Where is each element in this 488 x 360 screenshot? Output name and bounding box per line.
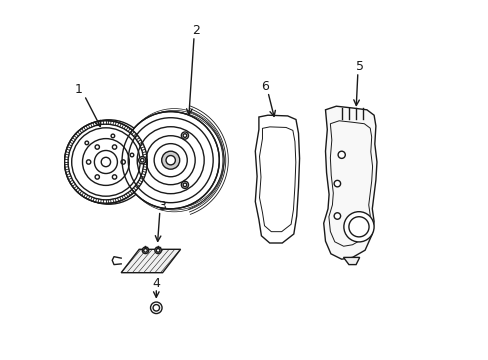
- Text: 6: 6: [261, 80, 269, 93]
- Circle shape: [153, 305, 159, 311]
- Circle shape: [86, 160, 91, 164]
- Circle shape: [130, 153, 134, 157]
- Circle shape: [95, 145, 99, 149]
- Circle shape: [139, 157, 145, 164]
- Circle shape: [333, 180, 340, 187]
- Circle shape: [85, 141, 88, 145]
- Circle shape: [333, 213, 340, 219]
- Circle shape: [142, 247, 148, 253]
- Circle shape: [143, 248, 147, 252]
- Circle shape: [122, 112, 219, 209]
- Text: 2: 2: [192, 24, 200, 37]
- Circle shape: [112, 145, 117, 149]
- Circle shape: [101, 157, 110, 167]
- Polygon shape: [121, 249, 180, 273]
- Circle shape: [121, 160, 125, 164]
- Circle shape: [183, 134, 186, 138]
- Circle shape: [183, 183, 186, 186]
- Circle shape: [156, 248, 160, 252]
- Circle shape: [64, 121, 147, 203]
- Polygon shape: [343, 257, 359, 265]
- Circle shape: [343, 212, 373, 242]
- Text: 1: 1: [75, 83, 82, 96]
- Circle shape: [181, 181, 188, 188]
- Circle shape: [140, 158, 144, 162]
- Circle shape: [166, 156, 175, 165]
- Circle shape: [337, 151, 345, 158]
- Text: 4: 4: [152, 277, 160, 290]
- Circle shape: [162, 151, 179, 169]
- Circle shape: [155, 247, 161, 253]
- Circle shape: [68, 124, 143, 200]
- Circle shape: [181, 132, 188, 139]
- Circle shape: [150, 302, 162, 314]
- Circle shape: [111, 134, 115, 138]
- Circle shape: [95, 175, 99, 179]
- Circle shape: [112, 175, 117, 179]
- Text: 3: 3: [158, 201, 165, 213]
- Polygon shape: [323, 106, 376, 259]
- Text: 5: 5: [356, 60, 364, 73]
